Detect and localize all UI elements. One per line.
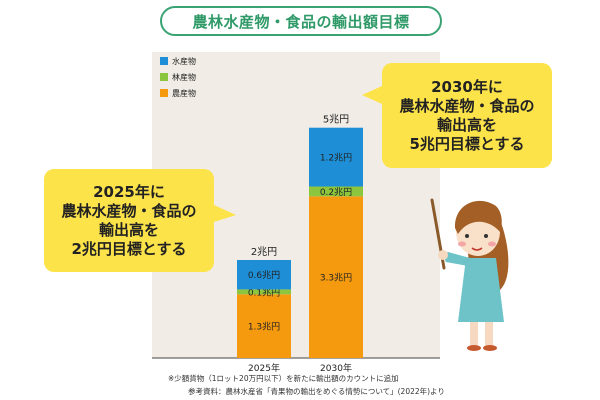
total-label: 2兆円 (251, 246, 277, 258)
bar-segment (237, 289, 291, 295)
data-label: 1.2兆円 (320, 153, 352, 164)
x-tick-label: 2025年 (248, 362, 280, 374)
chart-title-pill: 農林水産物・食品の輸出額目標 (160, 6, 442, 36)
source-note: 参考資料：農林水産省「青果物の輸出をめぐる情勢について」(2022年)より (188, 387, 445, 396)
legend-swatch (160, 57, 168, 65)
data-label: 3.3兆円 (320, 273, 352, 284)
legend-label: 林産物 (172, 72, 196, 82)
legend-swatch (160, 73, 168, 81)
callout-2030: 2030年に 農林水産物・食品の 輸出高を 5兆円目標とする (382, 63, 552, 168)
bar-segment (237, 260, 291, 290)
callout-2030-line-4: 5兆円目標とする (409, 134, 525, 153)
data-label: 1.3兆円 (248, 322, 280, 333)
data-label: 0.6兆円 (248, 270, 280, 281)
callout-2025: 2025年に 農林水産物・食品の 輸出高を 2兆円目標とする (44, 169, 214, 272)
data-label: 0.2兆円 (320, 187, 352, 198)
callout-2030-line-1: 2030年に (431, 77, 503, 96)
teacher-illustration (438, 200, 509, 351)
footnote: ※少額貨物（1ロット20万円以下）を新たに輸出額のカウントに追加 (168, 374, 399, 383)
teacher-hair-front (454, 200, 502, 234)
bar-segment (309, 127, 363, 187)
callout-2025-line-3: 輸出高を (98, 220, 159, 239)
legend-swatch (160, 89, 168, 97)
legend-label: 水産物 (172, 56, 196, 66)
chart-title: 農林水産物・食品の輸出額目標 (192, 12, 410, 31)
callout-2030-pointer (362, 86, 382, 104)
teacher-hand (438, 250, 448, 260)
callout-2030-line-3: 輸出高を (436, 115, 497, 134)
data-label: 0.1兆円 (248, 287, 280, 298)
teacher-shoe (467, 345, 481, 351)
total-label: 5兆円 (323, 114, 349, 126)
x-tick-label: 2030年 (320, 362, 352, 374)
callout-2030-line-2: 農林水産物・食品の (399, 96, 535, 115)
callout-2025-pointer (214, 205, 236, 222)
callout-2025-line-4: 2兆円目標とする (71, 239, 187, 258)
teacher-body (458, 258, 504, 322)
bar-segment (309, 196, 363, 358)
bar-segment (309, 186, 363, 197)
teacher-arm (442, 252, 470, 266)
legend-label: 農産物 (172, 88, 196, 98)
callout-2025-line-1: 2025年に (93, 182, 165, 201)
bars-group: 1.3兆円 0.1兆円 0.6兆円 2兆円 2025年 3.3兆円 0.2兆円 1.2兆円 5兆… (237, 114, 363, 374)
bar-segment (237, 294, 291, 358)
callout-2025-line-2: 農林水産物・食品の (61, 201, 197, 220)
teacher-legs (470, 318, 478, 346)
